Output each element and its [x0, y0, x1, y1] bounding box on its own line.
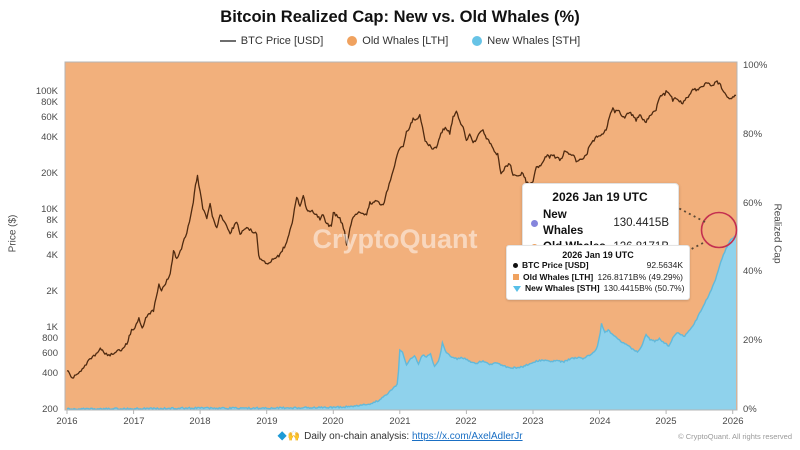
y-axis-tick-label: 200 — [42, 404, 58, 415]
tooltip-row: New Whales 130.4415B — [531, 207, 669, 239]
x-axis-tick-label: 2018 — [189, 416, 211, 427]
legend-label: New Whales [STH] — [487, 35, 581, 47]
legend-item-old-whales[interactable]: Old Whales [LTH] — [347, 35, 448, 47]
line-swatch-icon — [219, 40, 236, 42]
y-axis-tick-label: 4K — [46, 250, 58, 261]
new-whales-area — [67, 235, 736, 410]
y-axis-tick-label: 600 — [42, 348, 58, 359]
annotation-arrow — [666, 201, 706, 223]
legend-item-btc-price[interactable]: BTC Price [USD] — [219, 35, 324, 47]
btc-price-line — [66, 80, 737, 379]
y-axis-tick-label: 400 — [42, 368, 58, 379]
tooltip-date: 2026 Jan 19 UTC — [562, 250, 634, 260]
tooltip-row: New Whales [STH] 130.4415B% (50.7%) — [513, 283, 684, 295]
legend-label: Old Whales [LTH] — [362, 35, 449, 47]
tooltip-row: BTC Price [USD] 92.5634K — [513, 260, 683, 272]
y-axis-tick-label: 2K — [46, 286, 58, 297]
y-axis-tick-label: 100% — [743, 60, 768, 71]
y-axis-tick-label: 8K — [46, 215, 58, 226]
tooltip-detail: 2026 Jan 19 UTC BTC Price [USD] 92.5634K O… — [506, 245, 690, 300]
y-axis-tick-label: 40% — [743, 266, 763, 277]
x-axis-tick-label: 2022 — [455, 416, 477, 427]
y-axis-tick-label: 60% — [743, 198, 763, 209]
y-axis-tick-label: 800 — [42, 333, 58, 344]
diamond-icon: ◆ — [277, 428, 287, 442]
highlight-circle — [700, 211, 738, 249]
y-axis-tick-label: 1K — [46, 322, 58, 333]
y-axis-tick-label: 0% — [743, 404, 757, 415]
orange-dot-icon — [347, 36, 358, 46]
footer-link[interactable]: https://x.com/AxelAdlerJr — [411, 431, 523, 442]
x-axis-tick-label: 2024 — [589, 416, 611, 427]
y-axis-tick-label: 6K — [46, 230, 58, 241]
tooltip-row: Old Whales [LTH] 126.8171B% (49.29%) — [513, 272, 683, 284]
x-axis-tick-label: 2021 — [389, 416, 411, 427]
series-dot-icon — [531, 219, 538, 227]
legend-item-new-whales[interactable]: New Whales [STH] — [472, 35, 580, 47]
y-axis-tick-label: 60K — [41, 112, 58, 123]
y-axis-tick-label: 20% — [743, 335, 763, 346]
y-axis-tick-label: 40K — [41, 132, 58, 143]
raised-hands-icon: 🙌 — [287, 431, 301, 442]
y-axis-tick-label: 80K — [41, 97, 58, 108]
tooltip-date: 2026 Jan 19 UTC — [552, 190, 648, 204]
square-marker-icon — [513, 274, 519, 281]
x-axis-tick-label: 2026 — [722, 416, 744, 427]
x-axis-tick-label: 2025 — [655, 416, 677, 427]
y-axis-tick-label: 20K — [41, 168, 58, 179]
triangle-marker-icon — [513, 285, 521, 292]
legend-label: BTC Price [USD] — [240, 35, 324, 47]
copyright-text: © CryptoQuant. All rights reserved — [678, 432, 792, 441]
footer-note: ◆🙌 Daily on-chain analysis: https://x.com… — [0, 428, 800, 442]
x-axis-tick-label: 2023 — [522, 416, 544, 427]
x-axis-tick-label: 2020 — [322, 416, 344, 427]
chart-title: Bitcoin Realized Cap: New vs. Old Whales… — [220, 8, 580, 26]
new-whales-edge — [66, 234, 737, 410]
watermark: CryptoQuant — [313, 224, 478, 254]
chart-legend: BTC Price [USD] Old Whales [LTH] New Wha… — [0, 35, 800, 47]
blue-dot-icon — [472, 36, 483, 46]
x-axis-tick-label: 2017 — [123, 416, 145, 427]
x-axis-tick-label: 2019 — [256, 416, 278, 427]
y-axis-tick-label: 80% — [743, 129, 763, 140]
y-axis-tick-label: 10K — [41, 204, 58, 215]
dot-marker-icon — [513, 263, 518, 269]
plot-border — [64, 61, 738, 411]
x-axis-tick-label: 2016 — [56, 416, 78, 427]
realized-cap-axis-title: Realized Cap — [771, 203, 783, 264]
y-axis-tick-label: 100K — [35, 86, 58, 97]
footer-text: Daily on-chain analysis: — [304, 431, 410, 442]
